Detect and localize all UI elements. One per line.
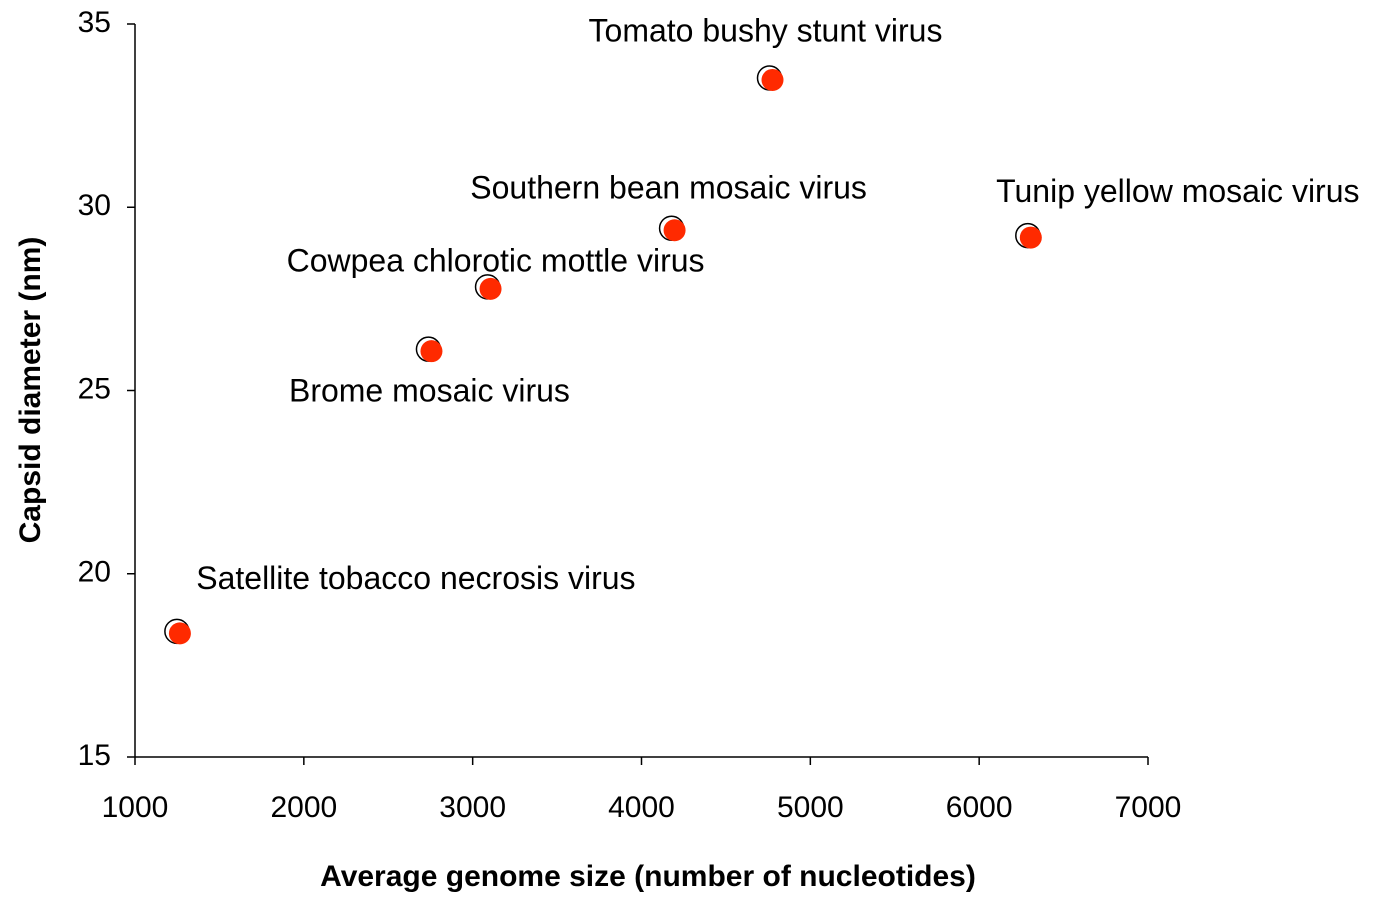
x-tick-label: 4000 [608,791,675,824]
point-label: Tomato bushy stunt virus [589,12,943,48]
point-label: Southern bean mosaic virus [470,170,867,206]
marker [168,622,191,645]
x-tick-label: 2000 [270,791,337,824]
x-tick-label: 1000 [102,791,169,824]
marker [663,219,686,242]
point-label: Satellite tobacco necrosis virus [196,560,635,596]
x-tick-label: 5000 [777,791,844,824]
y-tick-label: 25 [78,372,111,405]
y-tick-label: 20 [78,556,111,589]
marker [479,277,502,300]
x-axis-title: Average genome size (number of nucleotid… [320,860,976,893]
point-label: Brome mosaic virus [289,373,570,409]
point-label: Cowpea chlorotic mottle virus [287,242,705,278]
y-tick-label: 30 [78,189,111,222]
x-tick-label: 7000 [1115,791,1182,824]
x-tick-label: 3000 [439,791,506,824]
y-tick-label: 15 [78,739,111,772]
marker [1019,226,1042,249]
x-tick-label: 6000 [946,791,1013,824]
marker [761,68,784,91]
marker [420,340,443,363]
y-tick-label: 35 [78,6,111,39]
point-label: Tunip yellow mosaic virus [996,173,1359,209]
y-axis-title: Capsid diameter (nm) [14,237,47,544]
